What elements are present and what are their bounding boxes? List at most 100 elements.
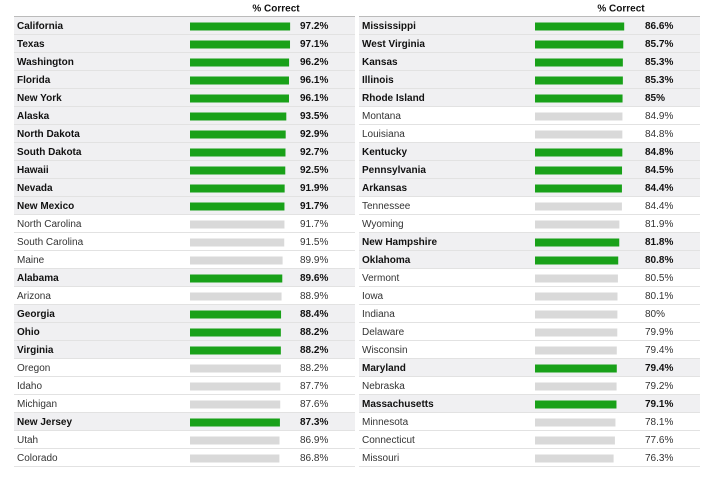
bar — [190, 58, 290, 67]
bar — [535, 58, 623, 67]
bar — [190, 238, 285, 247]
category-label: Texas — [17, 39, 45, 50]
bar — [190, 220, 285, 229]
value-label: 79.4% — [645, 345, 673, 356]
bar — [190, 184, 285, 193]
category-label: Delaware — [362, 327, 405, 338]
category-label: New Mexico — [17, 201, 74, 212]
value-label: 93.5% — [300, 111, 328, 122]
bar — [190, 418, 280, 427]
category-label: Georgia — [17, 309, 55, 320]
bar — [190, 130, 286, 139]
bar — [190, 310, 282, 319]
value-label: 88.9% — [300, 291, 328, 302]
value-label: 87.3% — [300, 417, 328, 428]
bar — [535, 400, 617, 409]
value-label: 81.8% — [645, 237, 673, 248]
value-label: 92.7% — [300, 147, 328, 158]
bar — [535, 256, 619, 265]
bar — [535, 40, 624, 49]
bar — [190, 94, 289, 103]
category-label: Missouri — [362, 453, 399, 464]
value-label: 87.6% — [300, 399, 328, 410]
value-label: 96.1% — [300, 75, 328, 86]
category-label: Utah — [17, 435, 38, 446]
bar — [535, 292, 618, 301]
category-label: Louisiana — [362, 129, 405, 140]
value-label: 80.8% — [645, 255, 673, 266]
category-label: Ohio — [17, 327, 40, 338]
bar — [190, 292, 282, 301]
category-label: Idaho — [17, 381, 42, 392]
value-label: 79.2% — [645, 381, 673, 392]
category-label: New Hampshire — [362, 237, 437, 248]
value-label: 97.2% — [300, 21, 328, 32]
value-label: 79.1% — [645, 399, 673, 410]
row — [359, 449, 700, 467]
category-label: Oregon — [17, 363, 50, 374]
value-label: 96.1% — [300, 93, 328, 104]
value-label: 86.8% — [300, 453, 328, 464]
category-label: Montana — [362, 111, 401, 122]
value-label: 80.5% — [645, 273, 673, 284]
bar — [535, 418, 616, 427]
category-label: Kentucky — [362, 147, 407, 158]
category-label: Arizona — [17, 291, 51, 302]
category-label: Maine — [17, 255, 45, 266]
value-label: 76.3% — [645, 453, 673, 464]
category-label: Wisconsin — [362, 345, 408, 356]
value-label: 88.2% — [300, 345, 328, 356]
category-label: West Virginia — [362, 39, 425, 50]
value-label: 84.8% — [645, 147, 673, 158]
bar — [535, 238, 620, 247]
value-label: 84.5% — [645, 165, 673, 176]
value-label: 87.7% — [300, 381, 328, 392]
bar — [535, 310, 618, 319]
bar — [535, 382, 617, 391]
bar — [190, 202, 285, 211]
category-label: Mississippi — [362, 21, 416, 32]
bar — [190, 436, 280, 445]
value-label: 88.2% — [300, 363, 328, 374]
category-label: California — [17, 21, 64, 32]
bar — [190, 76, 289, 85]
category-label: Nevada — [17, 183, 53, 194]
bar — [190, 274, 283, 283]
bar — [535, 220, 620, 229]
category-label: Nebraska — [362, 381, 405, 392]
value-label: 85.3% — [645, 57, 673, 68]
value-label: 79.4% — [645, 363, 673, 374]
value-label: 77.6% — [645, 435, 673, 446]
value-label: 79.9% — [645, 327, 673, 338]
category-label: South Dakota — [17, 147, 82, 158]
bar — [535, 454, 614, 463]
value-label: 85.3% — [645, 75, 673, 86]
category-label: Rhode Island — [362, 93, 425, 104]
category-label: South Carolina — [17, 237, 84, 248]
value-label: 84.8% — [645, 129, 673, 140]
category-label: Pennsylvania — [362, 165, 426, 176]
bar — [190, 256, 283, 265]
bar — [535, 22, 625, 31]
category-label: Michigan — [17, 399, 57, 410]
column-title: % Correct — [252, 4, 300, 15]
category-label: North Carolina — [17, 219, 82, 230]
value-label: 91.7% — [300, 201, 328, 212]
value-label: 84.4% — [645, 183, 673, 194]
category-label: Oklahoma — [362, 255, 411, 266]
category-label: Florida — [17, 75, 51, 86]
category-label: New York — [17, 93, 62, 104]
category-label: Alabama — [17, 273, 59, 284]
value-label: 91.5% — [300, 237, 328, 248]
bar — [190, 112, 287, 121]
bar — [535, 112, 623, 121]
column-title: % Correct — [597, 4, 645, 15]
bar — [535, 328, 618, 337]
bar — [190, 40, 291, 49]
value-label: 86.6% — [645, 21, 673, 32]
value-label: 88.4% — [300, 309, 328, 320]
bar — [190, 364, 281, 373]
bar — [535, 166, 623, 175]
bar — [190, 400, 281, 409]
bar — [190, 454, 280, 463]
